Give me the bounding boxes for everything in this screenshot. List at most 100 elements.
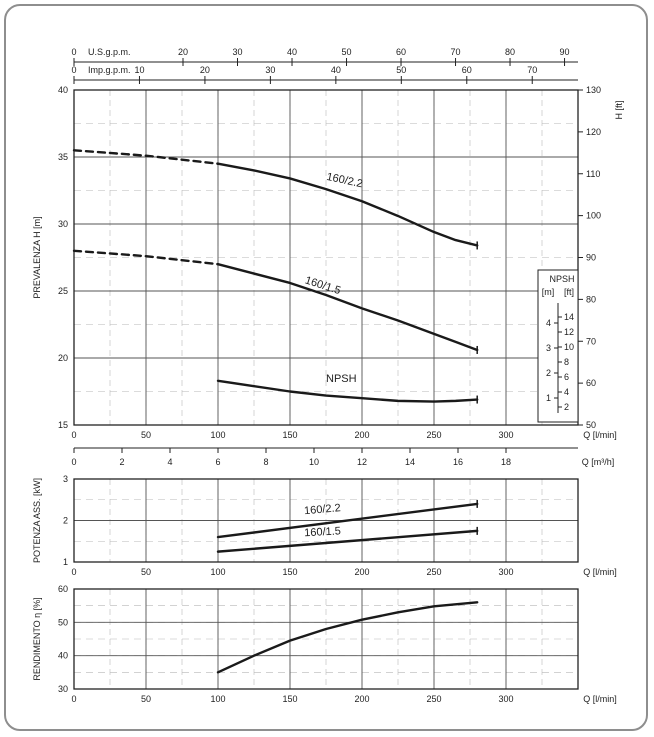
efficiency-axis-label: RENDIMENTO η [%]	[32, 597, 42, 680]
y-tick-label: 1	[63, 557, 68, 567]
y-tick-label: 15	[58, 420, 68, 430]
x-tick-label: 0	[71, 430, 76, 440]
top-axis-tick-label: 60	[396, 47, 406, 57]
y-tick-label: 2	[63, 516, 68, 526]
top-axis-tick-label: 0	[71, 47, 76, 57]
x-tick-label: 0	[71, 567, 76, 577]
m3h-axis-tick-label: 14	[405, 457, 415, 467]
series-line-1-dashed	[72, 249, 220, 266]
y-tick-label: 35	[58, 152, 68, 162]
x-tick-label: 300	[498, 430, 513, 440]
npsh-ft-tick-label: 10	[564, 342, 574, 352]
right-axis-tick-label: 100	[586, 211, 601, 221]
top-axis-label: Imp.g.p.m.	[88, 65, 131, 75]
npsh-ft-tick-label: 14	[564, 312, 574, 322]
right-axis-tick-label: 50	[586, 420, 596, 430]
top-axis-tick-label: 80	[505, 47, 515, 57]
x-axis-label: Q [l/min]	[583, 430, 617, 440]
plot-frame	[73, 478, 579, 563]
x-tick-label: 50	[141, 694, 151, 704]
m3h-axis-tick-label: 6	[215, 457, 220, 467]
top-axis-tick-label: 70	[451, 47, 461, 57]
x-tick-label: 300	[498, 694, 513, 704]
x-tick-label: 100	[210, 694, 225, 704]
npsh-ft-tick-label: 8	[564, 357, 569, 367]
plot-frame	[73, 588, 579, 690]
top-axis-tick-label: 40	[331, 65, 341, 75]
right-axis-tick-label: 130	[586, 85, 601, 95]
right-axis-tick-label: 110	[586, 169, 600, 179]
y-tick-label: 60	[58, 584, 68, 594]
x-tick-label: 100	[210, 567, 225, 577]
x-tick-label: 50	[141, 567, 151, 577]
npsh-scale-ft-label: [ft]	[564, 287, 574, 297]
series-line-0	[216, 162, 479, 247]
x-tick-label: 250	[426, 567, 441, 577]
top-axis-tick-label: 20	[200, 65, 210, 75]
top-axis-tick-label: 50	[342, 47, 352, 57]
power-series-label: 160/2.2	[304, 502, 342, 517]
x-tick-label: 300	[498, 567, 513, 577]
power-series-line-1	[216, 529, 479, 553]
x-axis-label: Q [l/min]	[583, 567, 617, 577]
right-axis-label: H [ft]	[614, 100, 624, 119]
npsh-ft-tick-label: 12	[564, 327, 574, 337]
x-tick-label: 150	[282, 567, 297, 577]
npsh-m-tick-label: 3	[546, 343, 551, 353]
m3h-axis-tick-label: 12	[357, 457, 367, 467]
npsh-scale-title: NPSH	[549, 274, 574, 284]
m3h-axis-tick-label: 16	[453, 457, 463, 467]
y-tick-label: 30	[58, 219, 68, 229]
x-tick-label: 200	[354, 694, 369, 704]
x-tick-label: 200	[354, 430, 369, 440]
top-axis-tick-label: 20	[178, 47, 188, 57]
power-series-line-0	[216, 502, 479, 539]
top-axis-tick-label: 30	[265, 65, 275, 75]
y-tick-label: 25	[58, 286, 68, 296]
npsh-ft-tick-label: 6	[564, 372, 569, 382]
efficiency-series-line-0	[216, 601, 479, 674]
x-tick-label: 0	[71, 694, 76, 704]
series-line-0-dashed	[72, 149, 220, 165]
m3h-axis-tick-label: 8	[263, 457, 268, 467]
npsh-ft-tick-label: 4	[564, 387, 569, 397]
m3h-axis-tick-label: 0	[71, 457, 76, 467]
x-tick-label: 200	[354, 567, 369, 577]
top-axis-tick-label: 50	[396, 65, 406, 75]
top-axis-tick-label: 60	[462, 65, 472, 75]
series-label: NPSH	[326, 373, 357, 385]
y-tick-label: 40	[58, 85, 68, 95]
power-series-label: 160/1.5	[304, 525, 341, 539]
series-label: 160/2.2	[325, 171, 363, 190]
y-tick-label: 50	[58, 617, 68, 627]
top-axis-tick-label: 10	[134, 65, 144, 75]
x-tick-label: 100	[210, 430, 225, 440]
m3h-axis-tick-label: 2	[119, 457, 124, 467]
m3h-axis-tick-label: 4	[167, 457, 172, 467]
top-axis-tick-label: 90	[560, 47, 570, 57]
right-axis-tick-label: 70	[586, 336, 596, 346]
npsh-m-tick-label: 4	[546, 318, 551, 328]
m3h-axis-tick-label: 18	[501, 457, 511, 467]
npsh-m-tick-label: 2	[546, 368, 551, 378]
top-axis-label: U.S.g.p.m.	[88, 47, 131, 57]
right-axis-tick-label: 120	[586, 127, 601, 137]
right-axis-tick-label: 80	[586, 294, 596, 304]
npsh-ft-tick-label: 2	[564, 402, 569, 412]
x-tick-label: 250	[426, 694, 441, 704]
npsh-m-tick-label: 1	[546, 393, 551, 403]
m3h-axis-tick-label: 10	[309, 457, 319, 467]
y-tick-label: 3	[63, 474, 68, 484]
x-tick-label: 250	[426, 430, 441, 440]
y-tick-label: 40	[58, 651, 68, 661]
right-axis-tick-label: 90	[586, 253, 596, 263]
x-tick-label: 150	[282, 430, 297, 440]
power-axis-label: POTENZA ASS. [kW]	[32, 478, 42, 563]
npsh-scale-m-label: [m]	[542, 287, 555, 297]
x-tick-label: 50	[141, 430, 151, 440]
y-tick-label: 30	[58, 684, 68, 694]
top-axis-tick-label: 30	[233, 47, 243, 57]
right-axis-tick-label: 60	[586, 378, 596, 388]
x-axis-label: Q [l/min]	[583, 694, 617, 704]
